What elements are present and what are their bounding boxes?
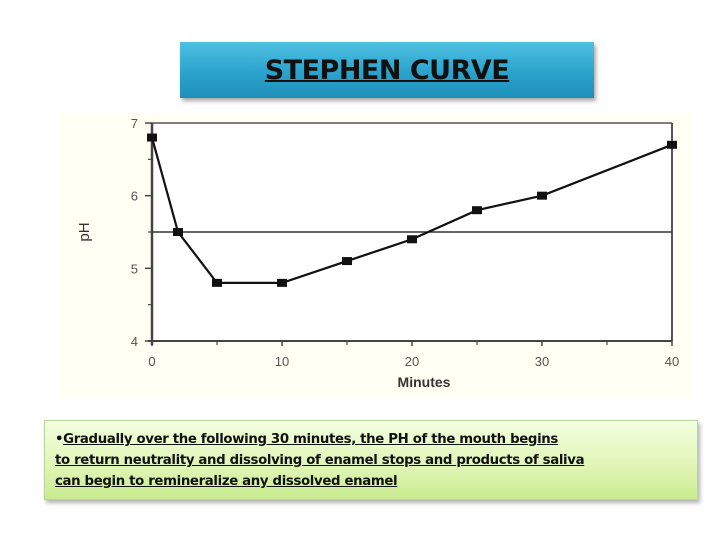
data-point-marker	[407, 235, 417, 244]
bullet: •	[55, 432, 64, 447]
data-point-marker	[147, 133, 157, 142]
data-point-marker	[342, 257, 352, 266]
data-point-marker	[173, 228, 183, 236]
data-point-marker	[537, 191, 547, 200]
y-axis-label: pH	[76, 222, 93, 241]
y-tick-label: 4	[131, 334, 138, 349]
note-text: •Gradually over the following 30 minutes…	[55, 429, 585, 492]
line-chart: 4 5 6 7 0 10 20 30 40 Minutes pH	[76, 116, 679, 390]
slide-title: STEPHEN CURVE	[264, 54, 510, 86]
y-tick-label: 5	[131, 261, 138, 276]
y-tick-label: 6	[131, 189, 138, 204]
data-point-marker	[277, 278, 287, 287]
title-banner: STEPHEN CURVE	[180, 42, 594, 98]
note-box: •Gradually over the following 30 minutes…	[44, 420, 698, 500]
x-tick-label: 0	[148, 354, 155, 369]
x-tick-label: 40	[665, 354, 679, 369]
note-line-1: Gradually over the following 30 minutes,…	[63, 432, 558, 447]
x-tick-label: 20	[405, 354, 419, 369]
x-tick-label: 10	[275, 354, 289, 369]
note-line-3: can begin to remineralize any dissolved …	[55, 474, 398, 489]
stephan-curve-chart: 4 5 6 7 0 10 20 30 40 Minutes pH	[60, 113, 692, 397]
note-line-2: to return neutrality and dissolving of e…	[55, 453, 585, 468]
data-point-marker	[212, 278, 222, 287]
x-axis-label: Minutes	[398, 374, 451, 390]
data-point-marker	[472, 206, 482, 215]
y-tick-label: 7	[131, 116, 138, 131]
x-tick-label: 30	[535, 354, 549, 369]
data-point-marker	[667, 140, 677, 149]
